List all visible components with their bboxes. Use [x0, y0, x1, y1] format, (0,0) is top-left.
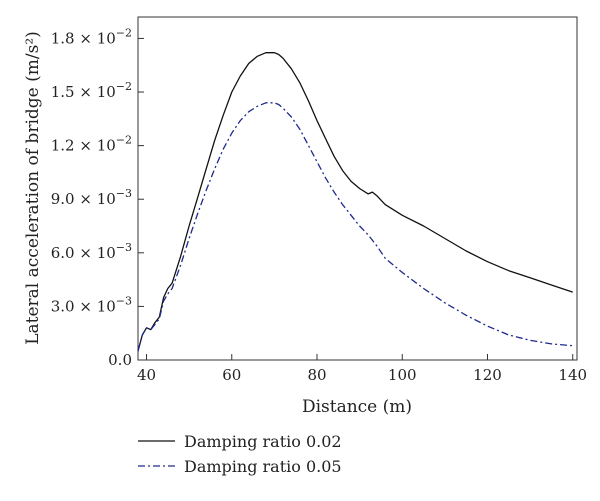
x-tick-label: 60 [222, 366, 241, 384]
y-tick-mantissa: 6.0 × 10 [51, 244, 116, 262]
x-axis: 40 60 80 100 120 140 [137, 354, 587, 384]
y-tick-label: 0.0 [108, 351, 132, 369]
x-axis-label: Distance (m) [302, 397, 412, 417]
y-tick-exponent: −3 [116, 294, 132, 307]
series-line-damping-0-02 [137, 52, 573, 352]
x-tick-label: 80 [307, 366, 326, 384]
y-tick-label: 3.0 × 10−3 [51, 294, 132, 315]
legend: Damping ratio 0.02 Damping ratio 0.05 [138, 432, 342, 476]
y-tick-label: 1.8 × 10−2 [51, 26, 132, 47]
plot-frame [137, 16, 578, 361]
y-tick-mantissa: 9.0 × 10 [51, 190, 116, 208]
x-tick-label: 100 [388, 366, 417, 384]
x-tick-label: 120 [473, 366, 502, 384]
y-tick-exponent: −3 [116, 187, 132, 200]
y-tick-exponent: −2 [116, 134, 132, 147]
y-tick-mantissa: 1.8 × 10 [51, 29, 116, 47]
y-tick-mantissa: 1.5 × 10 [51, 83, 116, 101]
plot-area [137, 16, 578, 361]
y-tick-exponent: −2 [116, 80, 132, 93]
series-line-damping-0-05 [137, 102, 573, 352]
y-tick-mantissa: 3.0 × 10 [51, 297, 116, 315]
y-tick-mantissa: 0.0 [108, 351, 132, 369]
y-axis: 0.03.0 × 10−36.0 × 10−39.0 × 10−31.2 × 1… [51, 26, 144, 369]
legend-label-damping-0-02: Damping ratio 0.02 [184, 432, 342, 451]
y-axis-label: Lateral acceleration of bridge (m/s²) [23, 31, 43, 345]
y-tick-mantissa: 1.2 × 10 [51, 137, 116, 155]
y-tick-label: 6.0 × 10−3 [51, 241, 132, 262]
x-tick-label: 40 [137, 366, 156, 384]
series-layer [137, 52, 573, 352]
y-tick-label: 1.2 × 10−2 [51, 134, 132, 155]
y-tick-exponent: −3 [116, 241, 132, 254]
legend-label-damping-0-05: Damping ratio 0.05 [184, 457, 342, 476]
y-tick-exponent: −2 [116, 26, 132, 39]
x-tick-label: 140 [558, 366, 587, 384]
y-tick-label: 9.0 × 10−3 [51, 187, 132, 208]
y-tick-label: 1.5 × 10−2 [51, 80, 132, 101]
